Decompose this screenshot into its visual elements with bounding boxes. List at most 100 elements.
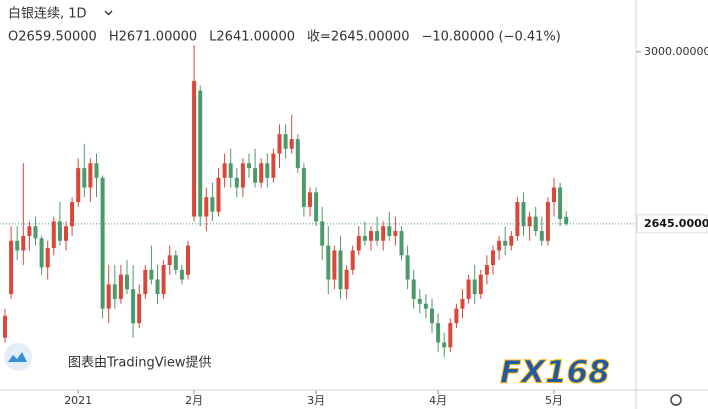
candle-body <box>155 279 160 295</box>
candle-body <box>100 177 105 309</box>
candle-body <box>478 274 483 295</box>
chart-title: 白银连续, 1D <box>8 6 87 22</box>
candle-body <box>497 240 502 251</box>
candle-body <box>375 231 380 241</box>
settings-gear[interactable] <box>670 394 682 406</box>
interval-chevron[interactable] <box>104 10 113 16</box>
candle-body <box>332 250 337 280</box>
candle-body <box>27 226 32 236</box>
candle-body <box>283 134 288 149</box>
last-price-box <box>636 214 708 234</box>
candle-body <box>149 269 154 280</box>
candle-body <box>51 221 56 249</box>
ohlc-header: O2659.50000 H2671.00000 L2641.00000 收=2645.… <box>8 30 561 45</box>
candle-body <box>314 192 319 222</box>
candle-body <box>527 216 532 227</box>
candle-body <box>88 163 93 188</box>
candle-body <box>143 269 148 295</box>
candle-body <box>356 235 361 251</box>
candle-body <box>179 269 184 280</box>
candle-body <box>240 163 245 188</box>
y-tick-label: 3000.00000 <box>644 45 708 58</box>
candle-body <box>558 187 563 219</box>
candle-body <box>460 298 465 309</box>
candle-body <box>417 298 422 304</box>
candle-body <box>186 245 190 275</box>
candle-body <box>454 308 459 324</box>
candle-body <box>277 134 282 154</box>
candle-body <box>436 323 441 343</box>
candle-body <box>137 294 142 324</box>
fx168-logo: FX168 <box>500 355 610 391</box>
candle-body <box>430 308 434 324</box>
candle-body <box>521 202 526 227</box>
x-tick-label: 5月 <box>545 394 563 407</box>
candle-body <box>265 163 270 178</box>
candle-body <box>472 279 477 295</box>
candle-body <box>448 323 453 348</box>
candle-body <box>491 250 495 266</box>
candle-body <box>466 279 471 299</box>
candle-body <box>338 250 343 290</box>
candle-body <box>161 265 166 295</box>
candle-body <box>344 269 349 290</box>
candle-body <box>411 279 416 299</box>
last-price-label: 2645.00000 <box>644 217 708 230</box>
tv-logo-icon <box>8 352 27 362</box>
candle-body <box>131 289 136 324</box>
candle-body <box>76 168 81 203</box>
candle-body <box>228 163 233 178</box>
candle-body <box>222 163 227 178</box>
ohlc-value: 收=2645.00000 <box>307 30 409 45</box>
candle-body <box>94 163 99 178</box>
candle-body <box>82 168 87 188</box>
x-tick-label: 2月 <box>185 394 203 407</box>
candle-body <box>70 202 75 227</box>
candle-body <box>118 274 123 299</box>
candle-body <box>125 274 129 290</box>
candle-body <box>247 163 251 169</box>
candle-body <box>234 177 239 188</box>
candle-body <box>369 231 373 241</box>
candle-body <box>198 90 203 217</box>
candle-body <box>192 80 197 217</box>
candle-body <box>326 245 331 280</box>
candle-body <box>405 255 410 280</box>
candle-body <box>308 192 312 207</box>
x-tick-label: 4月 <box>429 394 447 407</box>
candle-body <box>350 250 355 270</box>
candle-body <box>295 139 300 169</box>
candle-body <box>381 226 386 241</box>
candle-body <box>442 342 447 348</box>
candle-body <box>106 284 111 309</box>
attribution: 图表由TradingView提供 <box>68 355 212 371</box>
ohlc-value: L2641.00000 <box>209 30 295 45</box>
ohlc-value: −10.80000 (−0.41%) <box>421 30 560 45</box>
ohlc-value: H2671.00000 <box>109 30 197 45</box>
candle-body <box>216 177 221 212</box>
tv-logo-badge <box>4 343 32 371</box>
candle-body <box>204 197 209 217</box>
candle-body <box>64 226 68 241</box>
candle-body <box>112 284 117 299</box>
x-tick-label: 3月 <box>307 394 325 407</box>
candle-body <box>509 235 514 246</box>
candle-body <box>33 226 38 239</box>
candle-body <box>21 235 26 251</box>
candle-body <box>533 216 538 232</box>
candle-body <box>173 255 178 270</box>
candle-body <box>259 163 264 183</box>
candles <box>3 45 569 358</box>
candle-body <box>301 168 306 207</box>
candle-body <box>289 139 294 149</box>
candle-body <box>503 240 508 246</box>
candle-body <box>399 231 404 256</box>
candle-body <box>564 216 569 224</box>
candle-body <box>539 231 544 241</box>
candle-body <box>9 240 14 295</box>
candle-body <box>362 235 367 241</box>
candle-body <box>253 168 258 183</box>
candle-body <box>545 202 550 241</box>
